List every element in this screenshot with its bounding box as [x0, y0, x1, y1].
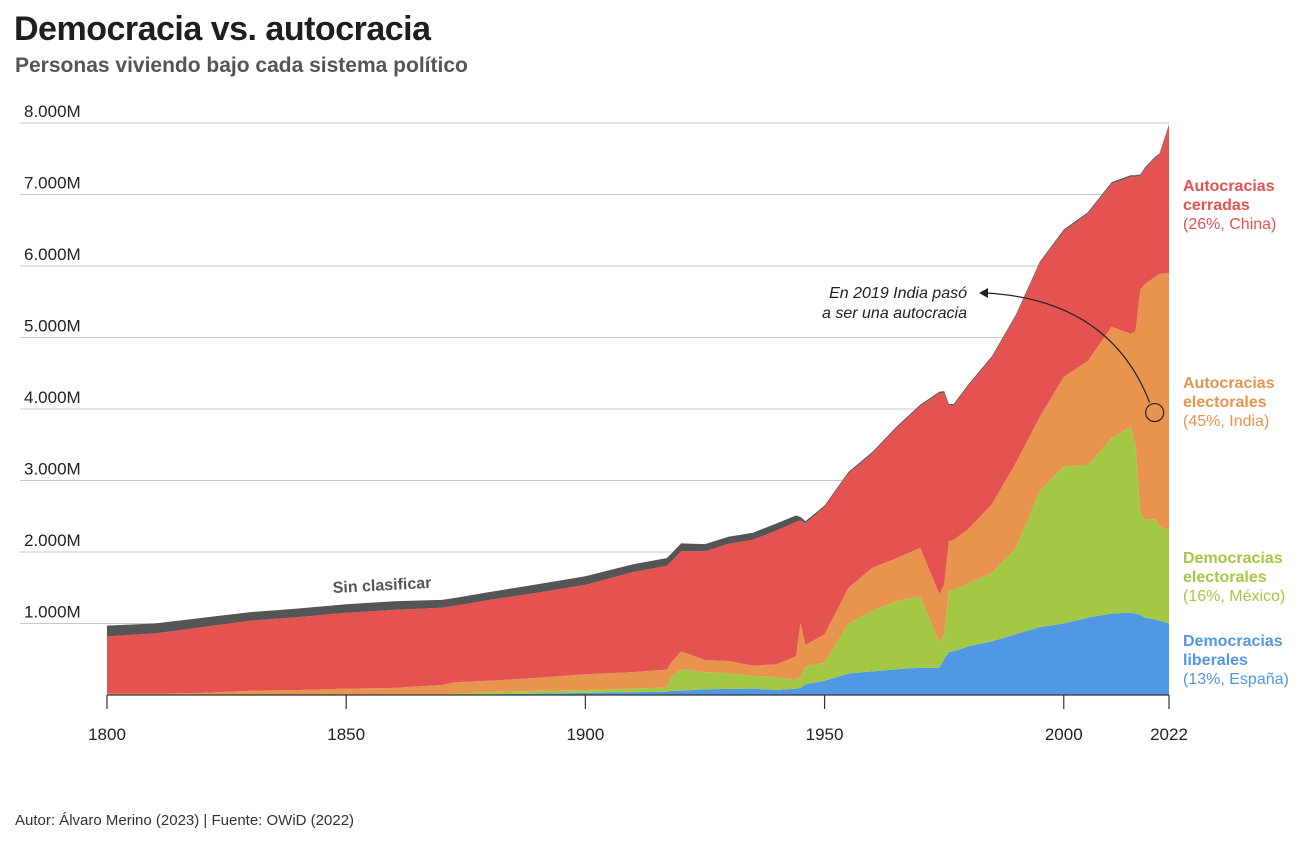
label-electoral_dem: Democracias electorales (16%, México) — [1183, 550, 1285, 605]
annotation-line1: En 2019 India pasó — [829, 285, 967, 302]
label-share: (16%, México) — [1183, 588, 1285, 605]
y-tick-label: 4.000M — [24, 388, 81, 407]
label-line2: cerradas — [1183, 197, 1250, 214]
x-tick-label: 1800 — [88, 725, 126, 744]
x-tick-label: 1900 — [566, 725, 604, 744]
label-closed_aut: Autocracias cerradas (26%, China) — [1183, 178, 1276, 233]
y-axis-labels: 1.000M 2.000M 3.000M 4.000M 5.000M 6.000M 7.00… — [24, 102, 81, 622]
area-electoral_aut — [107, 273, 1169, 695]
label-line2: electorales — [1183, 394, 1267, 411]
area-chart: 1800 1850 1900 1950 2000 2022 1.000M 2.000M 3.0… — [20, 102, 1289, 744]
series-labels: Autocracias cerradas (26%, China)Autocraci… — [332, 178, 1289, 688]
annotation-line2: a ser una autocracia — [822, 305, 967, 322]
y-tick-label: 5.000M — [24, 317, 81, 336]
label-line1: Democracias — [1183, 550, 1283, 567]
source-credit: Autor: Álvaro Merino (2023) | Fuente: OW… — [15, 812, 355, 829]
annotation-arrow — [985, 292, 1151, 403]
y-tick-label: 8.000M — [24, 102, 81, 121]
area-liberal — [107, 612, 1169, 695]
chart-title: Democracia vs. autocracia — [14, 10, 431, 48]
y-tick-label: 6.000M — [24, 245, 81, 264]
label-line2: electorales — [1183, 569, 1267, 586]
label-unclassified: Sin clasificar — [332, 575, 431, 597]
label-share: (45%, India) — [1183, 413, 1269, 430]
x-axis: 1800 1850 1900 1950 2000 2022 — [88, 694, 1188, 744]
y-tick-label: 2.000M — [24, 531, 81, 550]
x-tick-label: 1950 — [806, 725, 844, 744]
label-share: (26%, China) — [1183, 216, 1276, 233]
label-line1: Autocracias — [1183, 375, 1275, 392]
label-electoral_aut: Autocracias electorales (45%, India) — [1183, 375, 1275, 430]
x-tick-label: 2000 — [1045, 725, 1083, 744]
india-annotation: En 2019 India pasó a ser una autocracia — [822, 285, 1165, 423]
y-tick-label: 7.000M — [24, 174, 81, 193]
label-line2: liberales — [1183, 652, 1248, 669]
label-liberal: Democracias liberales (13%, España) — [1183, 633, 1289, 688]
annotation-circle — [1145, 402, 1165, 423]
area-closed_aut — [107, 125, 1169, 694]
y-tick-label: 3.000M — [24, 460, 81, 479]
x-tick-label: 1850 — [327, 725, 365, 744]
label-line1: Democracias — [1183, 633, 1283, 650]
chart-subtitle: Personas viviendo bajo cada sistema polí… — [15, 54, 468, 77]
annotation-arrowhead — [979, 288, 988, 298]
y-tick-label: 1.000M — [24, 603, 81, 622]
label-line1: Autocracias — [1183, 178, 1275, 195]
label-share: (13%, España) — [1183, 671, 1289, 688]
stacked-areas — [107, 124, 1169, 695]
area-electoral_dem — [107, 426, 1169, 695]
x-tick-label: 2022 — [1150, 725, 1188, 744]
